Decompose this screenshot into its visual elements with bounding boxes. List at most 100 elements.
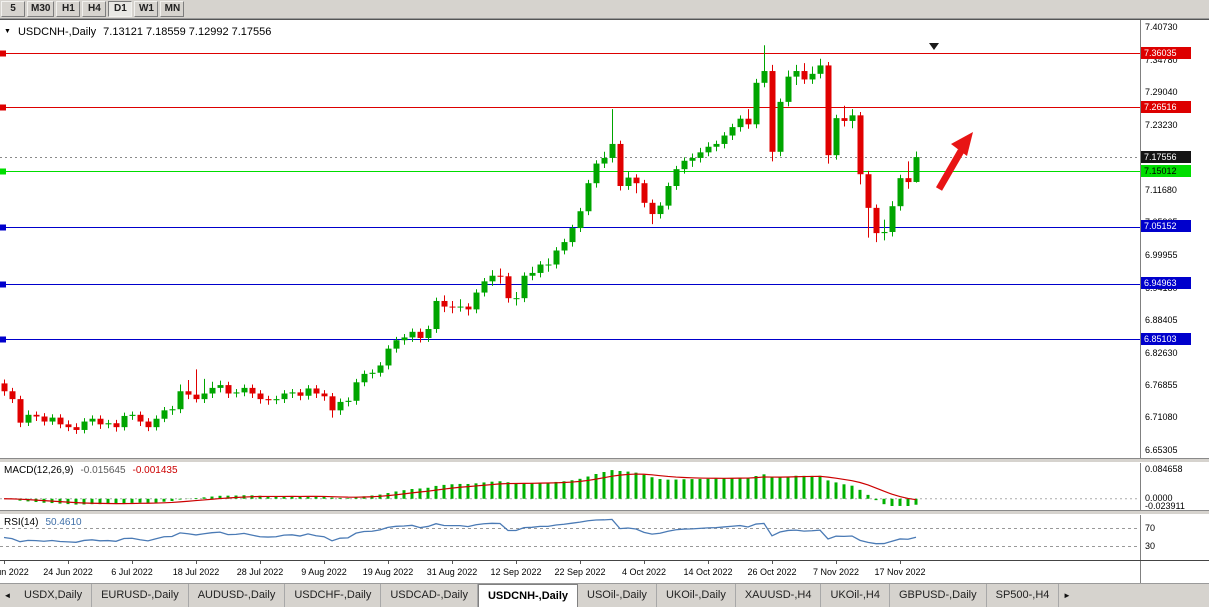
candle (297, 388, 304, 400)
time-tick (836, 560, 837, 564)
price-tick-label: 7.11680 (1145, 184, 1177, 195)
candle (569, 224, 576, 247)
price-tick-label: 6.71080 (1145, 412, 1178, 423)
tab-audusd-daily[interactable]: AUDUSD-,Daily (189, 583, 286, 607)
time-tick (772, 560, 773, 564)
macd-signal-value: -0.001435 (132, 464, 178, 476)
candle (673, 165, 680, 190)
chart-shift-marker[interactable] (929, 42, 939, 50)
tab-scroll-left-icon[interactable]: ◄ (3, 590, 12, 600)
tab-usdx-daily[interactable]: USDX,Daily (15, 583, 93, 607)
tab-gbpusd-daily[interactable]: GBPUSD-,Daily (890, 583, 987, 607)
candle (609, 108, 616, 163)
macd-chart[interactable]: MACD(12,26,9) -0.015645 -0.001435 (0, 462, 1140, 510)
date-label: 7 Nov 2022 (812, 566, 860, 577)
time-axis[interactable]: 14 Jun 2022 24 Jun 2022 6 Jul 2022 18 Jul 2… (0, 560, 1140, 583)
date-label: 14 Oct 2022 (683, 566, 733, 577)
tab-ukoil-daily[interactable]: UKOil-,Daily (657, 583, 736, 607)
tab-usdcad-daily[interactable]: USDCAD-,Daily (381, 583, 478, 607)
candle (817, 58, 824, 79)
support-line-3-handle[interactable] (0, 336, 6, 343)
candlestick-canvas[interactable] (0, 20, 1140, 458)
candle (497, 268, 504, 284)
candle (473, 288, 480, 314)
price-badge-support-line-1: 7.05152 (1141, 220, 1191, 233)
period-button-m30[interactable]: M30 (27, 0, 55, 17)
candle (865, 170, 872, 238)
timeframe-toolbar: 5 M30 H1 H4 D1 W1 MN (0, 0, 1209, 19)
candle (289, 388, 296, 398)
chart-tab-bar: ◄ USDX,Daily EURUSD-,Daily AUDUSD-,Daily USD… (0, 582, 1209, 607)
chart-symbol-label: USDCNH-,Daily (17, 25, 97, 38)
candle (65, 420, 72, 431)
tab-scroll-right-icon[interactable]: ► (1062, 590, 1071, 600)
period-button-d1[interactable]: D1 (108, 0, 133, 17)
price-chart[interactable]: ▼ USDCNH-,Daily 7.13121 7.18559 7.12992 … (0, 19, 1140, 458)
tab-usdchf-daily[interactable]: USDCHF-,Daily (285, 583, 382, 607)
tab-usoil-daily[interactable]: USOil-,Daily (578, 583, 657, 607)
macd-axis-label: 0.0000 (1145, 493, 1173, 504)
candle (113, 419, 120, 432)
candle (17, 395, 24, 427)
candle (825, 61, 832, 164)
tab-usdcnh-daily[interactable]: USDCNH-,Daily (477, 583, 579, 607)
rsi-chart[interactable]: RSI(14) 50.4610 (0, 514, 1140, 560)
candle (129, 411, 136, 420)
date-label: 12 Sep 2022 (490, 566, 542, 577)
time-tick (388, 560, 389, 564)
candle (633, 173, 640, 193)
candle (177, 384, 184, 413)
macd-axis[interactable]: 0.084658 0.0000 -0.023911 (1140, 462, 1209, 511)
period-button-h1[interactable]: H1 (56, 0, 81, 17)
candle (25, 410, 32, 426)
support-line-1-handle[interactable] (0, 224, 6, 231)
pane-splitter[interactable] (0, 509, 1209, 515)
candle (409, 328, 416, 342)
price-axis[interactable]: 7.407307.347807.290407.232307.174807.116… (1140, 19, 1209, 458)
candle (33, 411, 40, 421)
candle (577, 207, 584, 232)
support-line-2-handle[interactable] (0, 281, 6, 288)
candle (793, 64, 800, 85)
candle (169, 405, 176, 415)
candle (761, 44, 768, 88)
rsi-canvas[interactable] (0, 515, 1140, 560)
candle (97, 415, 104, 429)
candle (273, 395, 280, 404)
candle (697, 147, 704, 163)
tab-sp500-h4[interactable]: SP500-,H4 (987, 583, 1060, 607)
price-tick-label: 6.65305 (1145, 444, 1178, 455)
date-label: 22 Sep 2022 (554, 566, 606, 577)
candle (857, 111, 864, 185)
resistance-line-2-handle[interactable] (0, 104, 6, 111)
candle (193, 369, 200, 403)
candle (217, 380, 224, 393)
candle (249, 384, 256, 398)
time-tick (452, 560, 453, 564)
candle (681, 157, 688, 174)
trend-arrow[interactable] (935, 131, 973, 191)
candle (449, 300, 456, 314)
candle (457, 298, 464, 312)
period-button-mn[interactable]: MN (160, 0, 185, 17)
resistance-line-1-handle[interactable] (0, 50, 6, 57)
pane-splitter[interactable] (0, 457, 1209, 463)
time-tick (68, 560, 69, 564)
candle (361, 370, 368, 386)
macd-canvas[interactable] (0, 463, 1140, 510)
pivot-line-handle[interactable] (0, 168, 6, 175)
candle (561, 238, 568, 255)
candle (481, 277, 488, 297)
candle (321, 389, 328, 401)
candle (121, 412, 128, 431)
rsi-axis[interactable]: 70 30 (1140, 514, 1209, 560)
tab-ukoil-h4[interactable]: UKOil-,H4 (821, 583, 890, 607)
candle (209, 381, 216, 398)
chart-ohlc-values: 7.13121 7.18559 7.12992 7.17556 (103, 25, 272, 38)
tab-eurusd-daily[interactable]: EURUSD-,Daily (92, 583, 189, 607)
period-button-w1[interactable]: W1 (134, 0, 159, 17)
rsi-header: RSI(14) 50.4610 (4, 517, 82, 528)
period-button-h4[interactable]: H4 (82, 0, 107, 17)
period-button-5[interactable]: 5 (1, 0, 25, 17)
tab-xauusd-h4[interactable]: XAUUSD-,H4 (736, 583, 822, 607)
